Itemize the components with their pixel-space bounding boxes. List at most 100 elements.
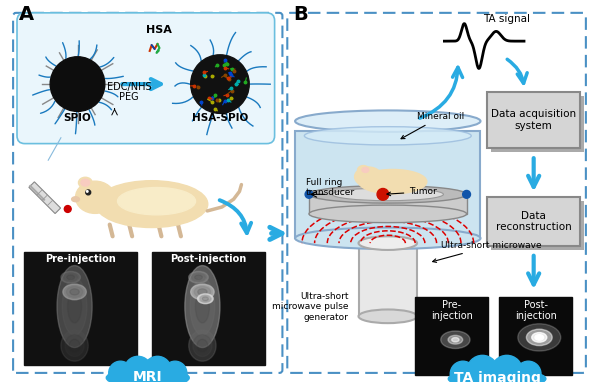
Circle shape — [377, 188, 389, 200]
Ellipse shape — [194, 286, 210, 297]
Bar — [487, 197, 580, 246]
Ellipse shape — [448, 369, 546, 387]
Circle shape — [163, 361, 187, 385]
Ellipse shape — [61, 330, 89, 361]
Bar — [491, 96, 584, 152]
Ellipse shape — [295, 110, 480, 132]
Text: Data acquisition
system: Data acquisition system — [491, 110, 576, 131]
Circle shape — [463, 190, 471, 198]
Text: A: A — [19, 5, 34, 24]
Ellipse shape — [61, 271, 80, 283]
Ellipse shape — [200, 295, 210, 302]
Ellipse shape — [332, 188, 443, 201]
Ellipse shape — [197, 294, 213, 304]
Ellipse shape — [189, 330, 216, 361]
Text: TA imaging: TA imaging — [454, 371, 541, 385]
Circle shape — [305, 190, 313, 198]
Text: PEG: PEG — [120, 92, 139, 102]
Text: B: B — [293, 5, 308, 24]
Ellipse shape — [78, 177, 92, 188]
Ellipse shape — [197, 339, 208, 352]
Ellipse shape — [535, 335, 544, 340]
Ellipse shape — [537, 336, 541, 339]
Ellipse shape — [96, 181, 208, 228]
Circle shape — [450, 361, 475, 387]
Circle shape — [515, 361, 541, 387]
Text: Pre-
injection: Pre- injection — [431, 300, 472, 321]
Polygon shape — [29, 182, 60, 214]
Ellipse shape — [67, 275, 75, 280]
Circle shape — [191, 55, 249, 113]
Ellipse shape — [81, 179, 90, 186]
Bar — [24, 252, 137, 365]
Bar — [415, 297, 489, 375]
Ellipse shape — [72, 197, 80, 202]
Ellipse shape — [68, 290, 81, 323]
Text: Post-injection: Post-injection — [170, 254, 246, 264]
Circle shape — [491, 355, 523, 387]
Ellipse shape — [63, 284, 86, 300]
Ellipse shape — [295, 228, 480, 249]
Ellipse shape — [191, 284, 214, 300]
Ellipse shape — [198, 289, 207, 295]
Text: SPIO: SPIO — [63, 113, 91, 123]
Ellipse shape — [362, 168, 369, 172]
Ellipse shape — [69, 339, 80, 352]
Circle shape — [109, 361, 132, 385]
FancyArrowPatch shape — [122, 79, 161, 89]
Text: EDC/NHS: EDC/NHS — [107, 82, 151, 92]
Ellipse shape — [309, 205, 466, 223]
Circle shape — [65, 205, 71, 212]
Ellipse shape — [441, 331, 470, 349]
Bar — [487, 92, 580, 149]
Text: Full ring
transducer: Full ring transducer — [306, 178, 355, 197]
Ellipse shape — [355, 167, 382, 187]
Bar — [491, 201, 584, 250]
Ellipse shape — [359, 170, 427, 194]
Bar — [499, 297, 572, 375]
Ellipse shape — [359, 236, 417, 250]
Ellipse shape — [451, 337, 459, 342]
Bar — [309, 194, 466, 214]
Text: HSA-SPIO: HSA-SPIO — [192, 113, 248, 123]
Bar — [359, 243, 417, 316]
Ellipse shape — [192, 273, 205, 281]
Text: TA signal: TA signal — [483, 14, 530, 24]
Ellipse shape — [532, 332, 547, 342]
Ellipse shape — [106, 368, 189, 387]
Circle shape — [50, 57, 105, 111]
Ellipse shape — [194, 275, 202, 280]
FancyBboxPatch shape — [17, 13, 274, 144]
Ellipse shape — [448, 336, 463, 344]
Text: Ultra-short
microwave pulse
generator: Ultra-short microwave pulse generator — [272, 292, 349, 322]
Ellipse shape — [309, 185, 466, 203]
Bar — [295, 131, 480, 238]
Ellipse shape — [65, 335, 84, 356]
Ellipse shape — [70, 289, 80, 295]
Ellipse shape — [359, 310, 417, 323]
Ellipse shape — [62, 278, 87, 335]
Ellipse shape — [185, 265, 220, 348]
Circle shape — [124, 356, 152, 384]
Text: Tumor: Tumor — [387, 187, 437, 196]
Text: Mineral oil: Mineral oil — [401, 112, 464, 139]
Text: HSA: HSA — [145, 25, 172, 35]
Ellipse shape — [202, 297, 209, 301]
Ellipse shape — [64, 273, 78, 281]
Text: Pre-injection: Pre-injection — [45, 254, 116, 264]
Text: Data
reconstruction: Data reconstruction — [496, 211, 572, 233]
Circle shape — [87, 191, 88, 192]
Ellipse shape — [190, 278, 215, 335]
Ellipse shape — [358, 166, 369, 174]
Ellipse shape — [189, 271, 208, 283]
Text: MRI: MRI — [133, 370, 163, 384]
Circle shape — [86, 190, 91, 195]
Circle shape — [467, 355, 498, 387]
Bar — [152, 252, 265, 365]
Text: Post-
injection: Post- injection — [515, 300, 557, 321]
Ellipse shape — [118, 188, 196, 215]
Circle shape — [144, 356, 171, 384]
Text: Ultra-short microwave: Ultra-short microwave — [433, 241, 542, 262]
Ellipse shape — [196, 290, 209, 323]
Ellipse shape — [193, 335, 212, 356]
